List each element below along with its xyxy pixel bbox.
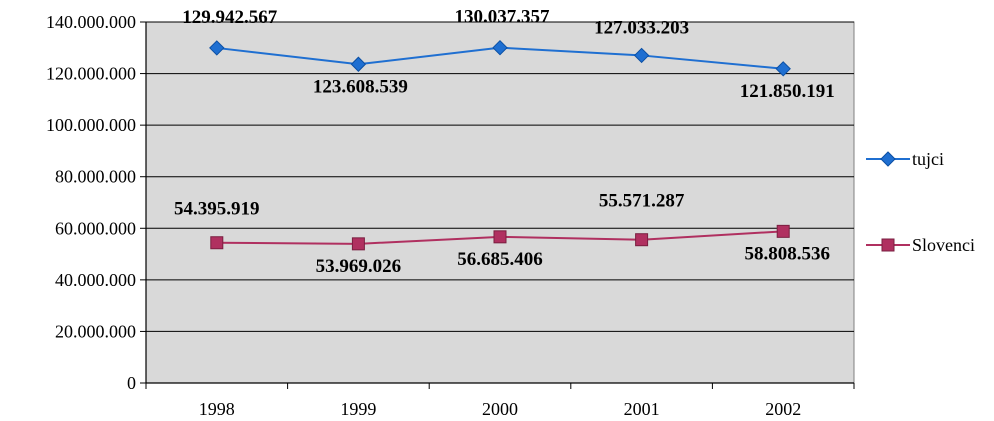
x-tick-label: 2001 bbox=[624, 399, 660, 419]
legend-marker-square-icon bbox=[881, 238, 895, 252]
y-tick-label: 20.000.000 bbox=[55, 321, 136, 341]
y-tick-label: 140.000.000 bbox=[46, 12, 136, 32]
data-label: 121.850.191 bbox=[740, 81, 835, 102]
legend-marker-diamond-icon bbox=[880, 151, 896, 167]
data-label: 54.395.919 bbox=[174, 199, 260, 220]
legend-label: tujci bbox=[912, 149, 944, 169]
x-tick-label: 1998 bbox=[199, 399, 235, 419]
data-label: 129.942.567 bbox=[182, 7, 278, 28]
axes bbox=[145, 22, 854, 384]
data-labels: 129.942.567 123.608.539 130.037.357 127.033… bbox=[174, 7, 835, 277]
data-label: 123.608.539 bbox=[313, 76, 408, 97]
data-point bbox=[633, 47, 650, 64]
x-tick-label: 1999 bbox=[340, 399, 376, 419]
data-label: 127.033.203 bbox=[594, 17, 689, 38]
data-point bbox=[209, 40, 225, 56]
data-point bbox=[776, 224, 790, 238]
data-point bbox=[775, 61, 791, 77]
y-tick-label: 60.000.000 bbox=[55, 218, 136, 238]
data-point bbox=[493, 230, 507, 244]
y-tick-label: 100.000.000 bbox=[46, 115, 136, 135]
data-label: 58.808.536 bbox=[744, 243, 830, 264]
data-point bbox=[492, 39, 508, 56]
data-label: 56.685.406 bbox=[457, 249, 543, 270]
plot-area bbox=[145, 21, 855, 384]
y-tick-label: 80.000.000 bbox=[55, 167, 136, 187]
data-point bbox=[635, 233, 649, 247]
x-axis-ticks: 1998 1999 2000 2001 2002 bbox=[145, 383, 855, 419]
data-point bbox=[350, 56, 367, 72]
y-axis-ticks: 0 20.000.000 40.000.000 60.000.000 80.000.00… bbox=[46, 12, 146, 393]
data-point bbox=[210, 236, 224, 250]
y-tick-label: 0 bbox=[127, 373, 136, 393]
gridlines bbox=[146, 21, 854, 332]
series-group bbox=[209, 39, 791, 251]
y-tick-label: 40.000.000 bbox=[55, 270, 136, 290]
legend: tujci Slovenci bbox=[866, 149, 975, 255]
data-label: 55.571.287 bbox=[599, 191, 685, 212]
y-tick-label: 120.000.000 bbox=[46, 64, 136, 84]
data-label: 130.037.357 bbox=[455, 7, 551, 28]
legend-label: Slovenci bbox=[912, 235, 975, 255]
x-tick-label: 2002 bbox=[765, 399, 801, 419]
x-tick-label: 2000 bbox=[482, 399, 518, 419]
data-point bbox=[351, 237, 365, 251]
data-label: 53.969.026 bbox=[316, 256, 402, 277]
